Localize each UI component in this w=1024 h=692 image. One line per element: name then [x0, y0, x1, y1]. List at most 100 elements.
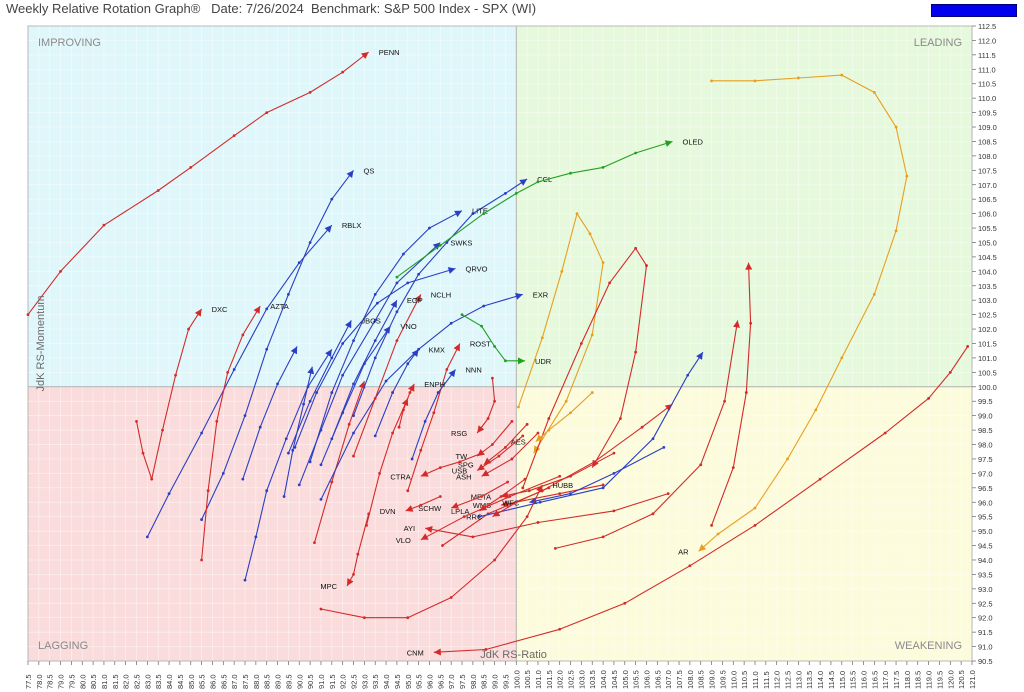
x-tick-label: 97.5 [458, 674, 467, 689]
tail-point [200, 558, 204, 562]
x-tick-label: 103.5 [588, 670, 597, 689]
tail-point [540, 336, 544, 340]
tail-point [287, 451, 290, 455]
tail-point [588, 232, 592, 236]
tail-vno: VNO [319, 322, 417, 467]
tail-point [150, 477, 154, 481]
tail-ar: AR [678, 73, 909, 556]
tail-point [927, 396, 930, 400]
tail-point [341, 70, 345, 74]
tail-point [432, 411, 436, 415]
tail-point [579, 342, 583, 345]
tail-point [590, 391, 594, 394]
tail-point [480, 451, 483, 455]
ticker-label-vno: VNO [400, 322, 416, 331]
tail-head [253, 305, 261, 314]
tail-head [420, 470, 429, 477]
x-tick-label: 98.0 [469, 674, 478, 689]
y-tick-label: 109.5 [978, 109, 997, 118]
tail-point [241, 477, 245, 481]
x-tick-label: 89.0 [274, 674, 283, 689]
tail-point [373, 434, 377, 438]
tail-point [666, 492, 670, 495]
tail-head [324, 225, 332, 233]
tail-head [414, 294, 421, 303]
tail-line [555, 320, 739, 549]
y-tick-label: 98.0 [978, 441, 993, 450]
ticker-label-usb: USB [452, 467, 467, 476]
tail-head [405, 505, 414, 512]
x-tick-label: 103.0 [577, 670, 586, 689]
ticker-label-dvn: DVN [380, 507, 396, 516]
tail-point [619, 417, 622, 420]
tail-point [406, 281, 410, 285]
tail-point [651, 512, 655, 516]
rotation-tails: PENN QS CCL LITE RBLX SWKS QRVO EXR NCLH EGP VNO JB… [26, 48, 970, 657]
tail-rblx: RBLX [145, 221, 361, 539]
tail-point [462, 515, 466, 519]
tail-point [527, 489, 531, 493]
tail-head [433, 648, 441, 656]
x-tick-label: 78.0 [35, 674, 44, 689]
tail-point [362, 362, 366, 366]
x-tick-label: 93.5 [371, 674, 380, 689]
y-tick-label: 105.0 [978, 238, 997, 247]
tail-head [346, 170, 354, 179]
y-tick-label: 96.0 [978, 498, 993, 507]
tail-point [506, 480, 509, 484]
x-tick-label: 106.0 [642, 670, 651, 689]
tail-point [189, 166, 193, 169]
tail-point [395, 310, 399, 314]
quadrant-label-lagging: LAGGING [38, 640, 88, 652]
tail-point [634, 350, 638, 354]
tail-point [330, 480, 334, 484]
tail-point [373, 319, 377, 322]
x-tick-label: 107.5 [675, 670, 684, 689]
tail-point [883, 431, 887, 435]
tail-head [325, 349, 332, 358]
x-tick-label: 109.0 [708, 670, 717, 689]
y-tick-label: 94.0 [978, 556, 993, 565]
tail-point [378, 471, 381, 475]
tail-point [59, 269, 62, 273]
y-tick-label: 91.5 [978, 628, 993, 637]
y-tick-label: 91.0 [978, 643, 993, 652]
y-tick-label: 95.5 [978, 513, 993, 522]
tail-head [361, 51, 369, 60]
tail-point [612, 471, 616, 475]
tail-head [481, 469, 490, 477]
tail-line [331, 299, 398, 439]
tail-point [367, 512, 371, 516]
tail-point [477, 515, 481, 519]
tail-point [135, 420, 138, 423]
x-tick-label: 86.5 [219, 674, 228, 689]
ticker-label-penn: PENN [379, 48, 400, 57]
tail-usb: USB [452, 434, 525, 476]
tail-point [362, 616, 366, 620]
tail-point [593, 460, 596, 464]
tail-point [525, 515, 529, 519]
tail-point [558, 474, 562, 478]
ticker-label-jbgs: JBGS [361, 316, 381, 325]
tail-line [242, 346, 298, 480]
tail-unlabeled [313, 380, 366, 545]
x-tick-label: 100.0 [512, 670, 521, 689]
ticker-label-ar: AR [678, 547, 689, 556]
tail-point [406, 362, 410, 366]
tail-point [634, 246, 638, 250]
ticker-label-oled: OLED [683, 137, 704, 146]
tail-point [538, 500, 542, 504]
tail-point [553, 547, 557, 550]
x-tick-label: 119.5 [935, 671, 944, 689]
y-tick-label: 102.0 [978, 325, 997, 334]
tail-point [330, 356, 334, 360]
tail-point [291, 448, 295, 452]
tail-point [352, 382, 355, 386]
tail-point [484, 648, 488, 651]
y-tick-label: 93.5 [978, 570, 993, 579]
y-tick-label: 97.5 [978, 455, 993, 464]
tail-head [517, 357, 525, 365]
x-tick-label: 102.0 [556, 670, 565, 689]
tail-wms: WMS [473, 483, 605, 510]
x-tick-label: 117.5 [892, 671, 901, 689]
